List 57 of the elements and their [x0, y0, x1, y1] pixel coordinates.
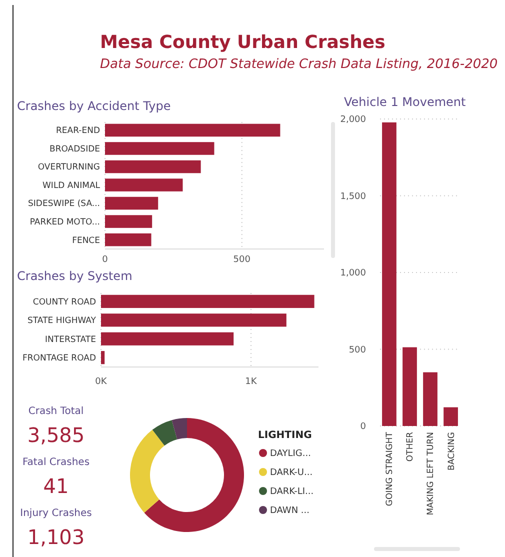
text: Injury Crashes — [20, 508, 92, 519]
text: Fatal Crashes — [22, 457, 90, 468]
bar — [101, 332, 234, 346]
donut-slice — [152, 420, 178, 446]
text: 41 — [43, 474, 69, 498]
text: 1,103 — [27, 525, 85, 549]
bar — [382, 122, 396, 426]
chart-title: Crashes by System — [17, 269, 132, 283]
bar — [423, 372, 438, 426]
y-tick-label: FENCE — [72, 236, 100, 246]
x-tick-label: 1K — [245, 377, 258, 387]
y-tick-label: COUNTY ROAD — [32, 297, 96, 308]
text: Crash Total — [28, 406, 84, 417]
y-tick-label: 500 — [348, 345, 366, 356]
legend-label: DARK-U... — [270, 468, 313, 478]
x-tick-label: GOING STRAIGHT — [385, 431, 396, 506]
y-tick-label: STATE HIGHWAY — [27, 316, 97, 326]
y-tick-label: BROADSIDE — [50, 144, 100, 154]
bar — [101, 294, 314, 308]
y-tick-label: OVERTURNING — [38, 162, 100, 173]
bar — [105, 233, 152, 246]
y-tick-label: 1,500 — [340, 192, 366, 202]
bar — [105, 196, 158, 210]
x-tick-label: BACKING — [446, 432, 457, 470]
x-tick-label: OTHER — [406, 432, 416, 462]
y-tick-label: FRONTAGE ROAD — [22, 354, 96, 364]
legend-label: DAYLIG... — [270, 449, 311, 460]
y-tick-label: 2,000 — [340, 115, 366, 126]
bar — [105, 142, 214, 155]
legend-title: LIGHTING — [258, 430, 312, 441]
bar — [101, 351, 105, 364]
text: Data Source: CDOT Statewide Crash Data Listing, 2016-2020 — [100, 57, 498, 72]
chart-title: Crashes by Accident Type — [17, 99, 171, 113]
y-tick-label: SIDESWIPE (SA... — [28, 199, 100, 210]
bar — [444, 407, 458, 426]
donut-slice — [130, 430, 165, 513]
x-tick-label: 0K — [95, 377, 108, 387]
bar — [402, 347, 417, 426]
y-tick-label: PARKED MOTO... — [30, 217, 100, 228]
legend-label: DARK-LI... — [270, 487, 314, 498]
y-tick-label: 1,000 — [340, 268, 366, 279]
bar — [105, 160, 201, 174]
bar — [105, 215, 152, 228]
bar — [105, 124, 280, 137]
legend-label: DAWN ... — [270, 506, 310, 516]
bar — [105, 178, 183, 192]
donut-slice — [144, 418, 244, 532]
bar — [101, 314, 286, 327]
donut-slice — [172, 418, 187, 440]
text: Mesa County Urban Crashes — [100, 32, 386, 53]
x-tick-label: MAKING LEFT TURN — [426, 432, 436, 516]
chart-title: Vehicle 1 Movement — [344, 95, 466, 109]
y-tick-label: 0 — [360, 422, 366, 432]
y-tick-label: REAR-END — [56, 126, 100, 136]
text: 3,585 — [27, 423, 85, 447]
y-tick-label: WILD ANIMAL — [42, 180, 100, 191]
y-tick-label: INTERSTATE — [45, 334, 96, 345]
